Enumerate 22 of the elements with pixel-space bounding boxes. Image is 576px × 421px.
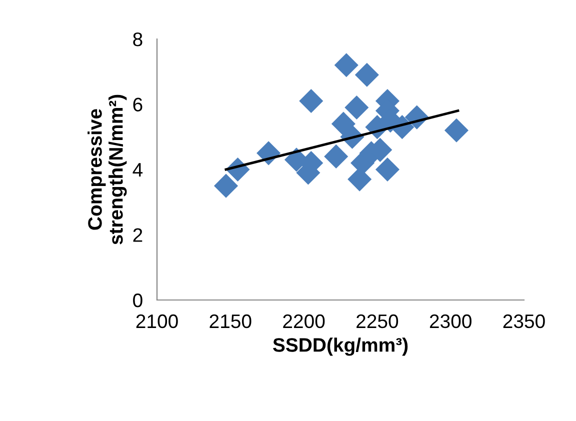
point xyxy=(334,53,358,78)
point xyxy=(299,88,324,114)
y-tick-label: 8 xyxy=(133,32,142,46)
x-tick-label: 2300 xyxy=(430,314,472,328)
point xyxy=(331,112,356,136)
x-tick-label: 2350 xyxy=(503,314,545,328)
point xyxy=(214,174,238,198)
point xyxy=(444,118,468,142)
y-tick-label: 2 xyxy=(133,228,142,242)
x-axis-title: SSDD(kg/mm³) xyxy=(273,338,408,356)
point xyxy=(354,62,379,87)
y-tick-label: 4 xyxy=(132,163,143,177)
y-tick-label: 6 xyxy=(133,98,142,112)
x-tick-label: 2100 xyxy=(136,314,178,328)
point xyxy=(375,157,400,182)
y-tick-label: 0 xyxy=(133,293,142,308)
point xyxy=(324,144,348,168)
x-tick-label: 2150 xyxy=(210,314,252,328)
point xyxy=(344,95,369,120)
x-tick-label: 2250 xyxy=(356,314,398,328)
y-axis-title: Compressive strength(N/mm²) xyxy=(88,94,127,244)
x-tick-label: 2200 xyxy=(283,314,325,328)
